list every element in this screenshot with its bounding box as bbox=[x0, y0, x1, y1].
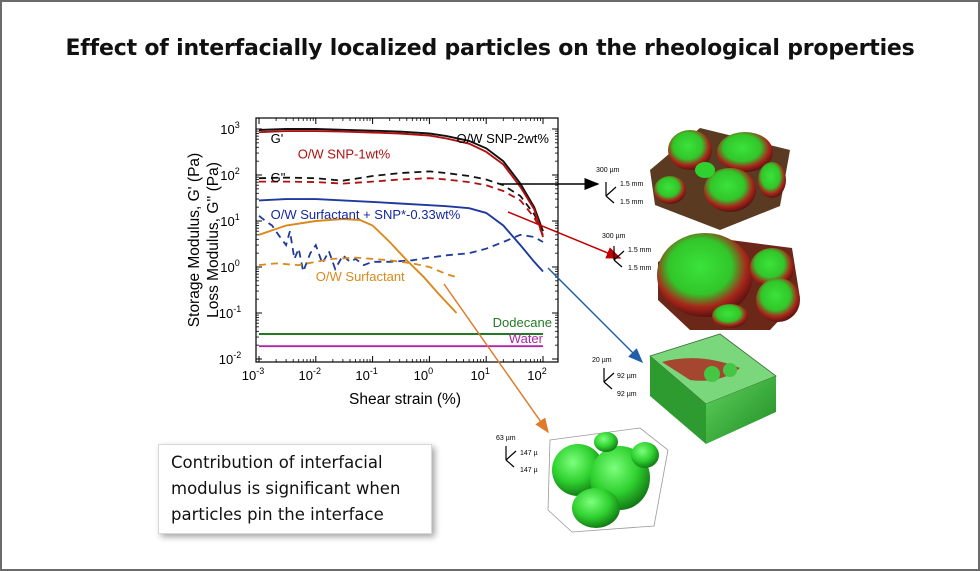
callout-line-3: particles pin the interface bbox=[171, 505, 384, 524]
scale-label-2b: 1.5 mm bbox=[628, 247, 652, 254]
chart-annotation: Water bbox=[509, 331, 544, 346]
scale-label-1c: 1.5 mm bbox=[620, 199, 644, 206]
y-axis-title-storage: Storage Modulus, G' (Pa) bbox=[186, 153, 203, 327]
scale-bar-4 bbox=[505, 446, 517, 468]
arrow-red bbox=[507, 211, 622, 259]
scale-bar-3 bbox=[603, 368, 615, 390]
series-line-o-w-surfactant-g bbox=[258, 256, 457, 279]
x-tick-label: 101 bbox=[470, 366, 489, 383]
scale-label-2c: 1.5 mm bbox=[628, 265, 652, 272]
y-tick-label: 10-2 bbox=[219, 350, 241, 367]
chart-annotation: O/W Surfactant + SNP*-0.33wt% bbox=[271, 207, 461, 222]
micrograph-snp-1wt: 300 µm 1.5 mm 1.5 mm bbox=[602, 233, 800, 330]
chart-annotation: O/W SNP-1wt% bbox=[298, 146, 391, 161]
series-line-o-w-snp-2wt-g bbox=[258, 170, 544, 232]
chart-annotation: Dodecane bbox=[493, 315, 552, 330]
y-tick-label: 102 bbox=[220, 166, 239, 183]
scale-label-4b: 147 µ bbox=[520, 450, 538, 457]
scale-label-3a: 20 µm bbox=[592, 357, 612, 364]
y-tick-label: 10-1 bbox=[219, 304, 241, 321]
scale-label-1a: 300 µm bbox=[596, 167, 620, 174]
conclusion-callout: Contribution of interfacial modulus is s… bbox=[158, 444, 432, 534]
scale-bar-1 bbox=[605, 182, 617, 204]
scale-label-2a: 300 µm bbox=[602, 233, 626, 240]
x-tick-label: 10-1 bbox=[355, 366, 377, 383]
series-line-o-w-surfactant-snp-0-33wt-g bbox=[258, 215, 544, 275]
chart-annotation: G" bbox=[271, 170, 286, 185]
micrograph-snp-2wt: 300 µm 1.5 mm 1.5 mm bbox=[596, 128, 790, 230]
rheology-chart: 10-3 10-2 10-1 100 101 10210-210-110010110210… bbox=[219, 117, 559, 383]
scale-bar-2 bbox=[613, 246, 625, 268]
callout-line-1: Contribution of interfacial bbox=[171, 453, 383, 472]
x-tick-label: 102 bbox=[527, 366, 546, 383]
series-line-o-w-surfactant-snp-0-33wt-g bbox=[258, 198, 544, 273]
series-line-o-w-snp-2wt-g bbox=[258, 128, 544, 232]
y-tick-label: 100 bbox=[220, 258, 239, 275]
y-axis-title-loss: Loss Modulus, G'' (Pa) bbox=[205, 162, 222, 318]
series-line-o-w-surfactant-g bbox=[258, 218, 458, 314]
scale-label-3b: 92 µm bbox=[617, 373, 637, 380]
micrograph-surfactant: 63 µm 147 µ 147 µ bbox=[496, 427, 669, 533]
y-tick-label: 101 bbox=[220, 212, 239, 229]
chart-annotation: O/W Surfactant bbox=[316, 269, 405, 284]
x-tick-label: 10-2 bbox=[299, 366, 321, 383]
x-tick-label: 10-3 bbox=[242, 366, 264, 383]
scale-label-3c: 92 µm bbox=[617, 391, 637, 398]
micrograph-surfactant-snp: 20 µm 92 µm 92 µm bbox=[592, 333, 777, 444]
arrow-blue bbox=[547, 267, 644, 364]
scale-label-4c: 147 µ bbox=[520, 467, 538, 474]
chart-annotation: G' bbox=[271, 131, 284, 146]
scale-label-1b: 1.5 mm bbox=[620, 181, 644, 188]
x-axis-title: Shear strain (%) bbox=[349, 391, 461, 408]
series-line-o-w-snp-1wt-g bbox=[258, 130, 544, 238]
x-tick-label: 100 bbox=[414, 366, 433, 383]
y-tick-label: 103 bbox=[220, 120, 239, 137]
scale-label-4a: 63 µm bbox=[496, 435, 516, 442]
series-line-o-w-snp-1wt-g bbox=[259, 177, 544, 236]
slide-title: Effect of interfacially localized partic… bbox=[65, 36, 915, 61]
callout-line-2: modulus is significant when bbox=[171, 479, 401, 498]
arrow-orange bbox=[443, 283, 549, 434]
chart-annotation: O/W SNP-2wt% bbox=[457, 131, 550, 146]
